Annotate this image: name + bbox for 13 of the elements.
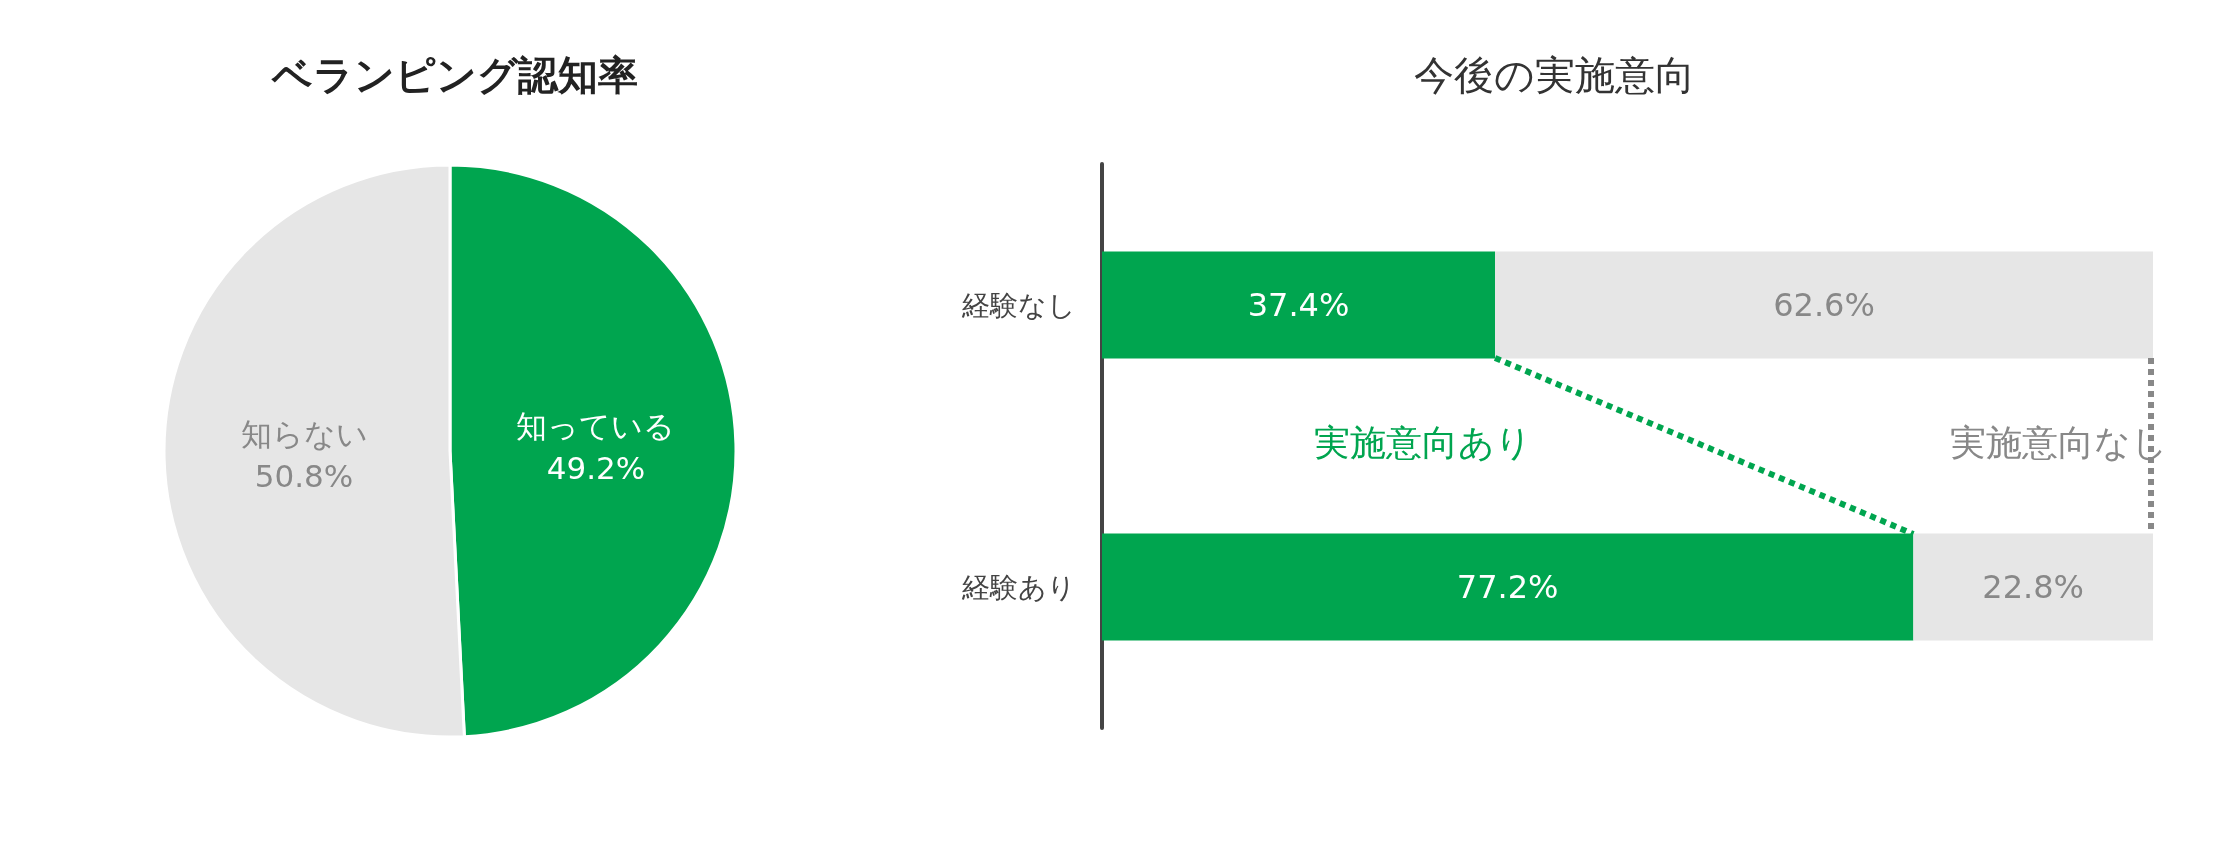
data-label: 62.6% — [1773, 286, 1875, 324]
y-tick-label: 経験あり — [961, 570, 1076, 604]
chart-title: 今後の実施意向 — [1413, 52, 1695, 98]
slice-label: 知っている — [516, 408, 676, 445]
y-tick-label: 経験なし — [961, 288, 1076, 322]
slice-label: 知らない — [240, 415, 368, 452]
data-label: 49.2% — [546, 450, 646, 487]
series-label: 実施意向あり — [1314, 421, 1532, 463]
data-label: 22.8% — [1982, 568, 2085, 606]
data-label: 50.8% — [254, 457, 354, 494]
data-label: 77.2% — [1456, 568, 1559, 606]
data-label: 37.4% — [1247, 286, 1350, 324]
chart-title: ベランピング認知率 — [271, 52, 638, 98]
